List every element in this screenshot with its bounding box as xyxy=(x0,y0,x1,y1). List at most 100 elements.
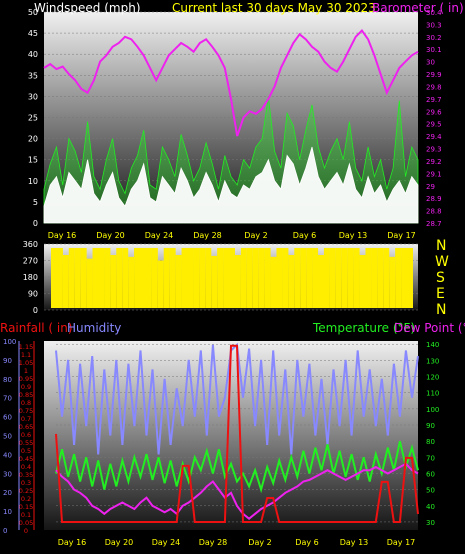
direction-mark xyxy=(187,248,194,308)
direction-mark xyxy=(134,248,141,308)
humidity-tick-label: 70 xyxy=(3,395,12,403)
baro-tick-label: 30.4 xyxy=(426,9,442,17)
direction-mark xyxy=(294,248,301,308)
humidity-tick-label: 0 xyxy=(3,527,7,535)
x-tick-label: Day 6 xyxy=(293,231,316,240)
x-tick-label: Day 2 xyxy=(248,538,271,547)
humidity-tick-label: 40 xyxy=(3,451,12,459)
direction-mark xyxy=(74,248,81,308)
direction-mark xyxy=(353,248,360,308)
rain-axis-title: Rainfall ( in) xyxy=(0,321,73,335)
direction-mark xyxy=(383,248,390,308)
temp-axis-title: Temperature (°F) xyxy=(312,321,415,335)
baro-tick-label: 29.7 xyxy=(426,96,442,104)
direction-mark xyxy=(169,248,176,308)
chart-title: Current last 30 days May 30 2023 xyxy=(172,1,376,15)
humidity-tick-label: 100 xyxy=(3,338,16,346)
rain-tick-label: 0.75 xyxy=(19,407,33,415)
temp-tick-label: 80 xyxy=(426,438,435,446)
baro-tick-label: 29.1 xyxy=(426,170,442,178)
direction-mark xyxy=(163,248,170,308)
rainfall-series xyxy=(55,344,419,523)
compass-label: N xyxy=(436,238,446,254)
direction-mark xyxy=(377,248,384,308)
x-tick-label: Day 13 xyxy=(340,538,369,547)
humidity-tick-label: 20 xyxy=(3,489,12,497)
wind-tick-label: 50 xyxy=(28,8,38,17)
temp-tick-label: 60 xyxy=(426,470,435,478)
wind-tick-label: 35 xyxy=(28,71,38,80)
humidity-tick-label: 90 xyxy=(3,357,12,365)
rain-tick-label: 0.8 xyxy=(21,399,31,407)
rain-tick-label: 1 xyxy=(24,367,28,375)
humidity-tick-label: 80 xyxy=(3,376,12,384)
direction-tick-label: 0 xyxy=(33,306,38,315)
rain-tick-label: 0.6 xyxy=(21,431,31,439)
baro-tick-label: 30.1 xyxy=(426,46,442,54)
direction-mark xyxy=(68,248,75,308)
direction-mark xyxy=(276,248,283,308)
direction-mark xyxy=(395,248,402,308)
direction-mark xyxy=(157,260,164,308)
direction-mark xyxy=(140,248,146,308)
direction-mark xyxy=(122,248,129,308)
compass-label: N xyxy=(436,302,446,318)
direction-mark xyxy=(175,255,182,308)
x-tick-label: Day 13 xyxy=(339,231,368,240)
rain-tick-label: 0.95 xyxy=(19,375,33,383)
baro-tick-label: 30.3 xyxy=(426,21,442,29)
direction-mark xyxy=(234,255,241,308)
rain-tick-label: 0.15 xyxy=(19,503,33,511)
baro-tick-label: 29.3 xyxy=(426,146,442,154)
direction-mark xyxy=(300,248,307,308)
temp-tick-label: 120 xyxy=(426,374,439,382)
x-tick-label: Day 17 xyxy=(387,231,416,240)
direction-mark xyxy=(306,248,313,308)
x-tick-label: Day 28 xyxy=(199,538,228,547)
direction-mark xyxy=(51,248,57,308)
x-tick-label: Day 17 xyxy=(387,538,416,547)
humidity-tick-label: 50 xyxy=(3,433,12,441)
rain-tick-label: 0.1 xyxy=(21,511,31,519)
baro-tick-label: 30 xyxy=(426,59,435,67)
wind-tick-label: 25 xyxy=(28,114,38,123)
direction-mark xyxy=(104,248,111,308)
temperature-series xyxy=(55,440,419,494)
baro-tick-label: 29.8 xyxy=(426,83,442,91)
direction-mark xyxy=(98,248,105,308)
x-tick-label: Day 2 xyxy=(244,231,267,240)
temp-tick-label: 100 xyxy=(426,406,439,414)
baro-axis-title: Barometer ( in) xyxy=(372,1,464,15)
baro-tick-label: 28.8 xyxy=(426,208,442,216)
direction-mark xyxy=(341,248,348,308)
wind-tick-label: 15 xyxy=(28,156,38,165)
x-tick-label: Day 28 xyxy=(193,231,222,240)
direction-mark xyxy=(270,256,277,308)
direction-mark xyxy=(407,248,413,308)
baro-tick-label: 29.9 xyxy=(426,71,442,79)
humidity-tick-label: 30 xyxy=(3,470,12,478)
wind-tick-label: 30 xyxy=(28,92,38,101)
humidity-axis-title: Humidity xyxy=(67,321,121,335)
wind-tick-label: 45 xyxy=(28,29,38,38)
direction-mark xyxy=(288,255,295,308)
direction-mark xyxy=(312,248,319,308)
windspeed-series xyxy=(43,146,419,224)
baro-tick-label: 29.2 xyxy=(426,158,442,166)
baro-tick-label: 29.5 xyxy=(426,121,442,129)
direction-mark xyxy=(145,248,152,308)
direction-tick-label: 360 xyxy=(23,240,38,249)
temp-tick-label: 130 xyxy=(426,357,439,365)
rain-tick-label: 1.1 xyxy=(21,351,31,359)
direction-mark xyxy=(128,256,135,308)
direction-mark xyxy=(86,258,93,308)
direction-mark xyxy=(318,255,324,308)
dewpoint-series xyxy=(55,462,419,520)
direction-mark xyxy=(335,248,342,308)
direction-mark xyxy=(347,248,354,308)
rain-tick-label: 1.15 xyxy=(19,343,33,351)
baro-tick-label: 29 xyxy=(426,183,435,191)
temp-tick-label: 90 xyxy=(426,422,435,430)
direction-mark xyxy=(110,255,117,308)
